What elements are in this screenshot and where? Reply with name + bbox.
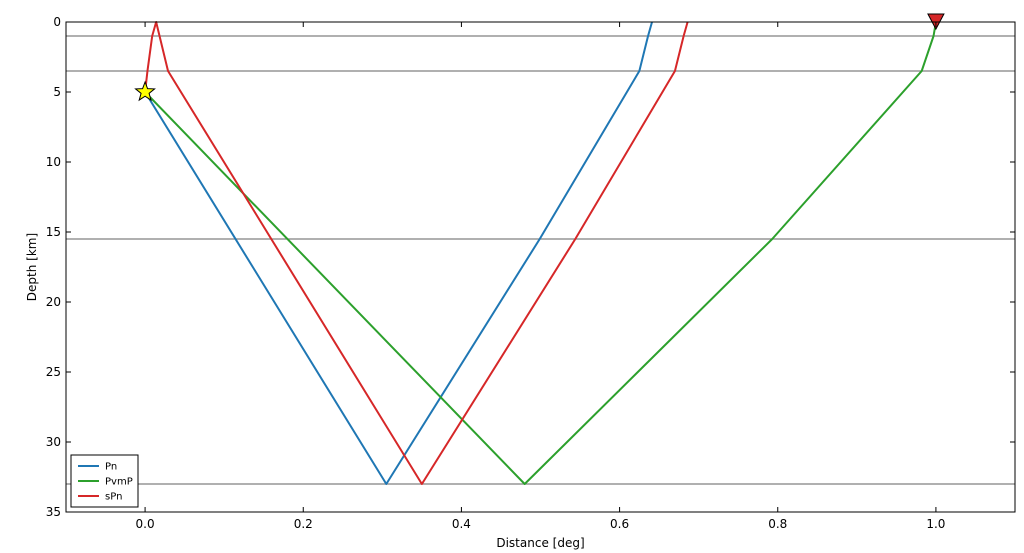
x-tick-label: 0.4 [452,517,471,531]
ray-paths [144,21,937,485]
x-tick-label: 0.8 [768,517,787,531]
x-axis-title: Distance [deg] [496,536,584,550]
legend-label-pvmp: PvmP [105,477,133,488]
markers [134,13,945,102]
x-tick-label: 1.0 [926,517,945,531]
y-tick-label: 15 [46,225,61,239]
x-tick-label: 0.2 [294,517,313,531]
series-line-pn [144,21,653,485]
legend: Pn PvmP sPn [70,454,139,508]
source-star-marker [134,80,156,102]
x-tick-label: 0.0 [136,517,155,531]
y-axis-ticks: 0 5 10 15 20 25 30 35 [46,15,1015,519]
y-tick-label: 5 [53,85,61,99]
legend-label-pn: Pn [105,462,117,473]
layer-boundaries [66,35,1015,485]
plot-frame [65,21,1016,513]
y-tick-label: 35 [46,505,61,519]
x-axis-ticks: 0.0 0.2 0.4 0.6 0.8 1.0 [136,22,945,531]
legend-label-spn: sPn [105,492,122,503]
y-axis-title: Depth [km] [25,233,39,301]
series-line-pvmp [144,21,937,485]
y-tick-label: 20 [46,295,61,309]
series-line-spn [144,21,689,485]
y-tick-label: 0 [53,15,61,29]
y-tick-label: 30 [46,435,61,449]
y-tick-label: 10 [46,155,61,169]
x-tick-label: 0.6 [610,517,629,531]
y-tick-label: 25 [46,365,61,379]
